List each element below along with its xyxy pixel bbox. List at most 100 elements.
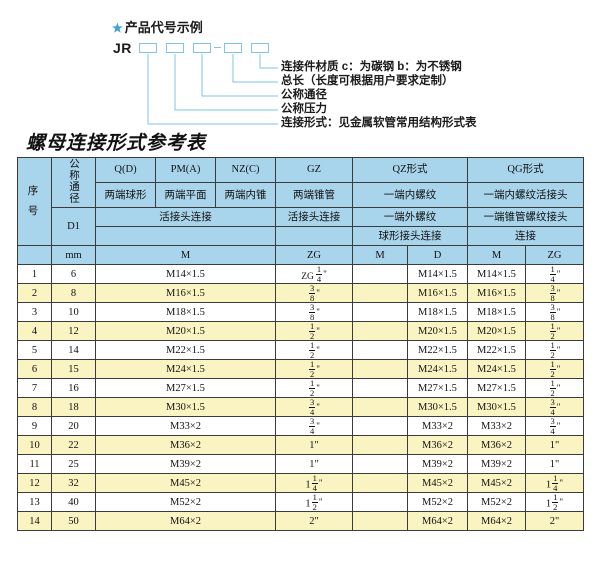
row-seq: 13 [17, 492, 52, 513]
row-qg-zg: 1 1 2 " [524, 492, 585, 513]
row-qz-d: M52×2 [407, 492, 468, 513]
table-row: 9 20 M33×2 3 4 " M33×2 M33×2 3 4 " [17, 416, 585, 437]
row-bore: 18 [51, 397, 96, 418]
row-gz-size: 1" [275, 435, 353, 456]
row-gz-size: ZG 1 4 " [275, 264, 353, 285]
header-endform-qg: 一端内螺纹活接头 [466, 181, 585, 209]
header-connect-qpmnz: 活接头连接 [95, 207, 276, 228]
table-row: 8 18 M30×1.5 3 4 " M30×1.5 M30×1.5 3 4 " [17, 397, 585, 418]
row-qz-d: M20×1.5 [407, 321, 468, 342]
row-bore: 12 [51, 321, 96, 342]
code-box-2 [166, 43, 184, 53]
spec-table-container: 序 号 公称通径 Q(D) PM(A) NZ(C) GZ QZ形式 QG形式 两… [17, 156, 585, 532]
row-qz-d: M39×2 [407, 454, 468, 475]
row-qg-zg: 3 4 " [524, 397, 585, 418]
header-unit-qz-d: D [407, 245, 468, 266]
row-seq: 14 [17, 511, 52, 532]
header-endform-gz: 两端锥管 [275, 181, 353, 209]
annotation-total-length: 总长（长度可根据用户要求定制） [281, 75, 454, 87]
row-qg-zg: 1 2 " [524, 378, 585, 399]
row-qg-m: M52×2 [467, 492, 526, 513]
header-seq-char2: 号 [27, 205, 42, 217]
row-qg-zg: 2" [524, 511, 585, 532]
row-qg-zg: 1 2 " [524, 359, 585, 380]
row-qz-m [352, 283, 408, 304]
row-gz-size: 1 2 " [275, 321, 353, 342]
header-group-pma: PM(A) [155, 157, 216, 183]
star-icon: ★ [112, 21, 123, 35]
header-unit-seq [17, 245, 52, 266]
row-qg-zg: 1 1 4 " [524, 473, 585, 494]
row-thread-m: M52×2 [95, 492, 276, 513]
table-row: 7 16 M27×1.5 1 2 " M27×1.5 M27×1.5 1 2 " [17, 378, 585, 399]
row-qg-zg: 1" [524, 435, 585, 456]
row-qz-d: M14×1.5 [407, 264, 468, 285]
row-thread-m: M36×2 [95, 435, 276, 456]
row-thread-m: M39×2 [95, 454, 276, 475]
row-bore: 10 [51, 302, 96, 323]
row-qz-m [352, 511, 408, 532]
code-box-5 [251, 43, 269, 53]
header-group-qz: QZ形式 [352, 157, 468, 183]
header-joint-qg: 连接 [466, 226, 585, 247]
row-qz-d: M30×1.5 [407, 397, 468, 418]
row-qz-m [352, 397, 408, 418]
row-qz-d: M27×1.5 [407, 378, 468, 399]
row-qz-m [352, 454, 408, 475]
nut-connection-table: 序 号 公称通径 Q(D) PM(A) NZ(C) GZ QZ形式 QG形式 两… [17, 156, 585, 532]
row-gz-size: 3 4 " [275, 397, 353, 418]
header-joint-qpmnz [95, 226, 276, 247]
row-qg-m: M36×2 [467, 435, 526, 456]
row-seq: 10 [17, 435, 52, 456]
header-endform-nzc: 两端内锥 [215, 181, 276, 209]
row-qz-m [352, 321, 408, 342]
row-qz-m [352, 473, 408, 494]
table-head: 序 号 公称通径 Q(D) PM(A) NZ(C) GZ QZ形式 QG形式 两… [17, 156, 585, 266]
header-endform-qd: 两端球形 [95, 181, 156, 209]
row-bore: 6 [51, 264, 96, 285]
header-unit-qz-m: M [352, 245, 408, 266]
row-bore: 16 [51, 378, 96, 399]
table-row: 13 40 M52×2 1 1 2 " M52×2 M52×2 1 1 2 " [17, 492, 585, 513]
row-gz-size: 2" [275, 511, 353, 532]
table-row: 4 12 M20×1.5 1 2 " M20×1.5 M20×1.5 1 2 " [17, 321, 585, 342]
table-row: 2 8 M16×1.5 3 8 " M16×1.5 M16×1.5 3 8 " [17, 283, 585, 304]
row-gz-size: 1 1 4 " [275, 473, 353, 494]
header-unit-mm: mm [51, 245, 96, 266]
header-group-nzc: NZ(C) [215, 157, 276, 183]
row-thread-m: M45×2 [95, 473, 276, 494]
row-qg-m: M22×1.5 [467, 340, 526, 361]
product-code-diagram: ★ 产品代号示例 JR 连接件材质 c：为碳钢 b：为不锈钢 总长（长度可根据用户… [0, 0, 600, 129]
header-unit-qg-zg: ZG [524, 245, 585, 266]
row-seq: 3 [17, 302, 52, 323]
row-qz-m [352, 340, 408, 361]
row-qz-m [352, 302, 408, 323]
table-row: 10 22 M36×2 1" M36×2 M36×2 1" [17, 435, 585, 456]
row-bore: 32 [51, 473, 96, 494]
header-endform-qz: 一端内螺纹 [352, 181, 468, 209]
header-row-unit: mm M ZG M D M ZG [17, 245, 585, 266]
table-row: 14 50 M64×2 2" M64×2 M64×2 2" [17, 511, 585, 532]
row-bore: 14 [51, 340, 96, 361]
row-thread-m: M22×1.5 [95, 340, 276, 361]
row-bore: 20 [51, 416, 96, 437]
row-bore: 22 [51, 435, 96, 456]
annotation-nominal-bore: 公称通径 [281, 89, 327, 101]
row-gz-size: 1" [275, 454, 353, 475]
header-seq: 序 号 [17, 156, 52, 247]
row-thread-m: M24×1.5 [95, 359, 276, 380]
header-group-qg: QG形式 [466, 157, 585, 183]
row-bore: 8 [51, 283, 96, 304]
row-thread-m: M18×1.5 [95, 302, 276, 323]
row-qz-d: M64×2 [407, 511, 468, 532]
code-box-1 [139, 43, 157, 53]
table-row: 5 14 M22×1.5 1 2 " M22×1.5 M22×1.5 1 2 " [17, 340, 585, 361]
row-qz-d: M36×2 [407, 435, 468, 456]
header-unit-qg-m: M [467, 245, 526, 266]
row-qg-m: M14×1.5 [467, 264, 526, 285]
table-row: 12 32 M45×2 1 1 4 " M45×2 M45×2 1 1 4 " [17, 473, 585, 494]
row-gz-size: 1 2 " [275, 378, 353, 399]
row-bore: 15 [51, 359, 96, 380]
header-unit-m: M [95, 245, 276, 266]
header-group-gz: GZ [275, 157, 353, 183]
